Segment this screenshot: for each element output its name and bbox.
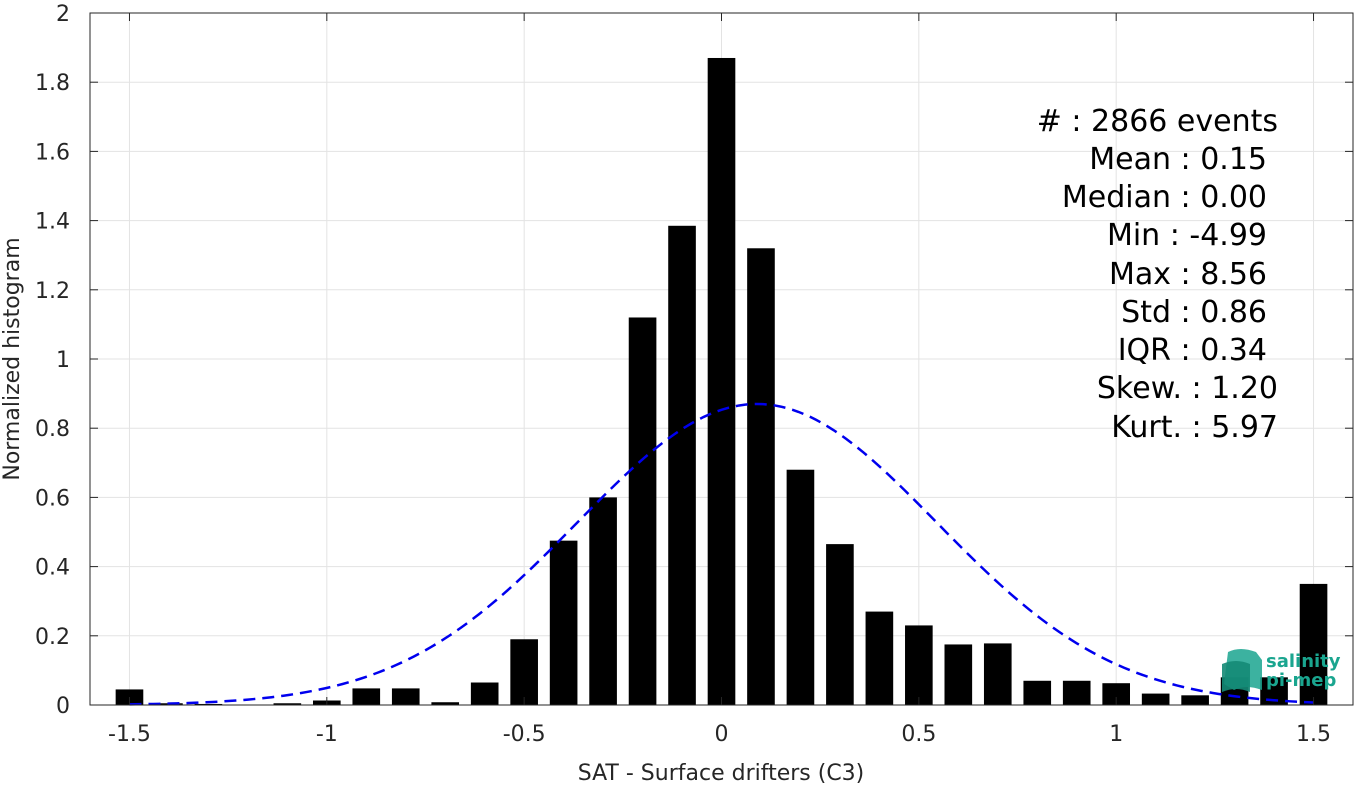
x-tick-label: -0.5 — [503, 722, 546, 747]
y-axis-label: Normalized histogram — [0, 237, 25, 480]
histogram-bar — [668, 225, 696, 706]
x-tick-label: -1.5 — [108, 722, 151, 747]
y-tick-label: 2 — [56, 2, 70, 27]
stat-skew: Skew. : 1.20 — [1097, 371, 1278, 406]
histogram-bar — [470, 682, 499, 705]
histogram-bar — [905, 625, 933, 705]
x-axis-label: SAT - Surface drifters (C3) — [578, 761, 865, 785]
histogram-bar — [1141, 693, 1170, 705]
y-tick-label: 1.4 — [35, 210, 70, 235]
histogram-bar — [194, 703, 223, 705]
histogram-bar — [628, 317, 657, 705]
y-tick-label: 1.8 — [35, 71, 70, 96]
gaussian-fit-curve — [129, 402, 1314, 706]
stat-mean: Mean : 0.15 — [1089, 142, 1267, 177]
histogram-bar — [431, 702, 460, 705]
histogram-bar — [273, 703, 302, 705]
histogram-bar — [707, 57, 736, 706]
histogram-bar — [1181, 695, 1209, 705]
statistics-box: # : 2866 events Mean : 0.15 Median : 0.0… — [1037, 104, 1278, 445]
y-tick-label: 1.2 — [35, 279, 70, 304]
histogram-bar — [510, 639, 538, 705]
histogram-bar — [352, 688, 381, 705]
histogram-bar — [1062, 680, 1091, 705]
stat-std: Std : 0.86 — [1121, 295, 1267, 330]
stat-median: Median : 0.00 — [1062, 180, 1267, 215]
logo-text-pimep: pi-mep — [1266, 670, 1336, 691]
salinity-pimep-logo: salinity pi-mep — [1222, 649, 1341, 692]
y-tick-label: 1.6 — [35, 140, 70, 165]
y-tick-label: 0 — [56, 694, 70, 719]
histogram-bar — [1299, 583, 1328, 705]
stat-kurt: Kurt. : 5.97 — [1111, 410, 1278, 445]
histogram-bar — [944, 644, 973, 705]
x-tick-label: 0 — [715, 722, 729, 747]
x-tick-label: 1 — [1109, 722, 1123, 747]
histogram-bar — [549, 540, 578, 705]
histogram-bar — [983, 643, 1012, 705]
wave-logo-icon — [1222, 649, 1262, 692]
stat-iqr: IQR : 0.34 — [1118, 333, 1267, 368]
y-tick-label: 0.2 — [35, 625, 70, 650]
y-tick-label: 0.6 — [35, 486, 70, 511]
histogram-bar — [865, 611, 894, 705]
stat-min: Min : -4.99 — [1107, 218, 1267, 253]
x-tick-label: 0.5 — [901, 722, 936, 747]
histogram-bar — [1102, 683, 1131, 705]
histogram-bar — [589, 497, 617, 705]
x-tick-label: 1.5 — [1296, 722, 1331, 747]
stat-max: Max : 8.56 — [1109, 257, 1267, 292]
histogram-bar — [747, 248, 775, 705]
y-tick-label: 0.8 — [35, 417, 70, 442]
y-axis-ticks: 0 0.2 0.4 0.6 0.8 1 1.2 1.4 1.6 1.8 2 — [35, 2, 1353, 719]
y-tick-label: 0.4 — [35, 556, 70, 581]
x-axis-ticks: -1.5 -1 -0.5 0 0.5 1 1.5 — [108, 13, 1331, 747]
logo-text-salinity: salinity — [1266, 651, 1341, 672]
histogram-bar — [786, 469, 815, 705]
histogram-bar — [826, 544, 854, 705]
x-tick-label: -1 — [316, 722, 338, 747]
histogram-bar — [1023, 680, 1052, 705]
histogram-bar — [391, 688, 420, 705]
stat-count: # : 2866 events — [1037, 104, 1278, 139]
y-tick-label: 1 — [56, 348, 70, 373]
